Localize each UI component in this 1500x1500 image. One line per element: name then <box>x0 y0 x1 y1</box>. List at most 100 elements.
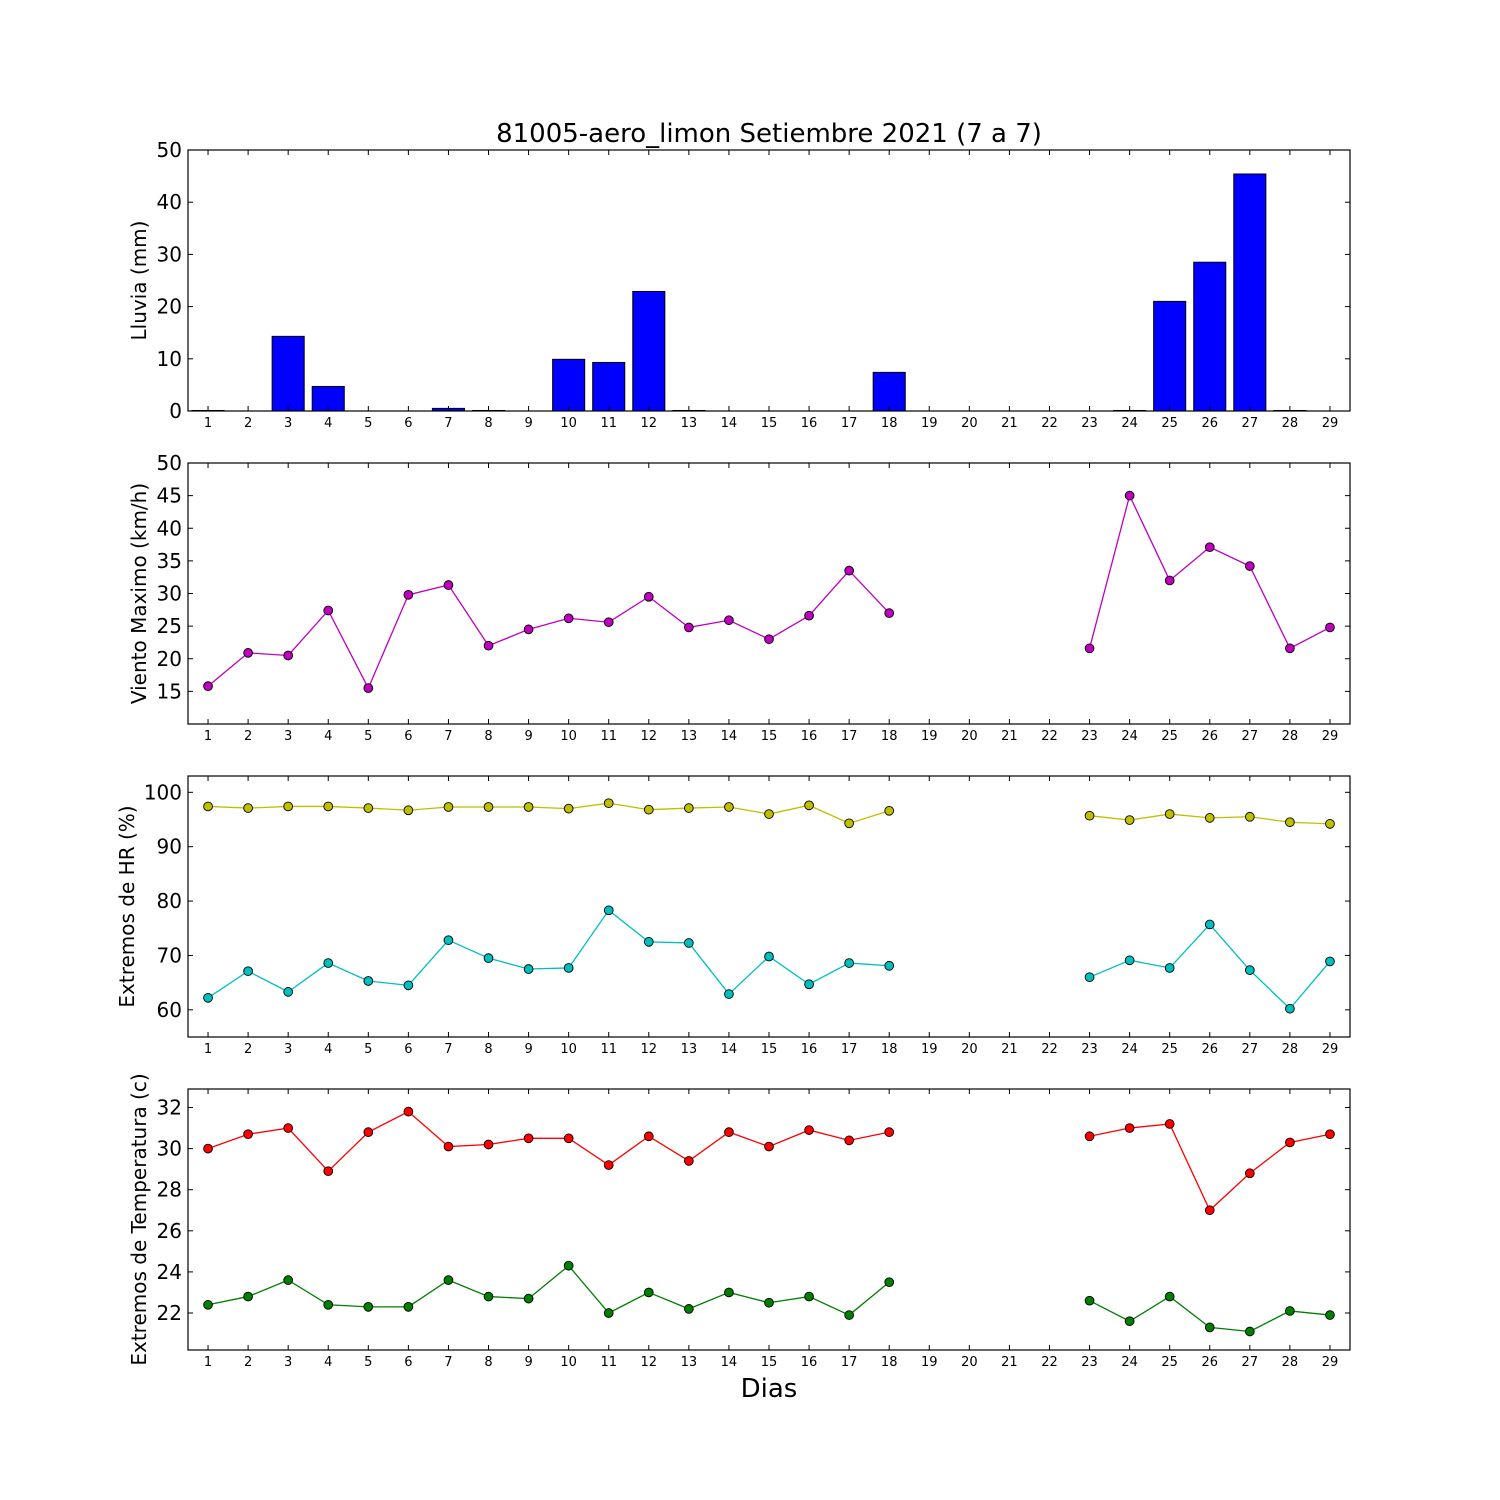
temperature-point-day-24 <box>1124 1316 1135 1327</box>
humidity-point-day-24 <box>1124 955 1135 966</box>
temperature-point-day-4 <box>323 1166 334 1177</box>
rain-x-tick-label: 16 <box>801 416 818 431</box>
temperature-point-day-1 <box>203 1143 213 1154</box>
wind-y-tick-label: 35 <box>157 549 182 573</box>
wind-x-tick-label: 24 <box>1121 729 1138 744</box>
wind-point-day-24 <box>1124 490 1135 501</box>
rain-x-tick-label: 27 <box>1242 416 1259 431</box>
wind-point-day-5 <box>363 683 374 693</box>
humidity-point-day-13 <box>684 938 694 948</box>
humidity-point-day-4 <box>323 801 334 812</box>
wind-point-day-11 <box>603 617 614 628</box>
wind-point-day-12 <box>643 591 654 602</box>
temperature-point-day-16 <box>804 1125 814 1135</box>
temperature-x-tick-label: 29 <box>1322 1355 1339 1370</box>
humidity-panel: 1 2 3 4 5 6 7 8 9 10 11 12 13 14 15 16 17 18 19 20 21 22 23 24 2… <box>115 775 1351 1057</box>
temperature-x-tick-label: 9 <box>524 1355 532 1370</box>
temperature-point-day-7 <box>443 1275 454 1285</box>
rain-y-tick-label: 40 <box>157 190 182 214</box>
temperature-point-day-5 <box>363 1301 374 1312</box>
rain-y-tick-label: 0 <box>169 399 182 423</box>
humidity-point-day-14 <box>724 989 734 999</box>
wind-x-tick-label: 19 <box>921 729 938 744</box>
rain-x-tick-label: 4 <box>324 416 332 431</box>
wind-x-tick-label: 18 <box>881 729 898 744</box>
temperature-point-day-10 <box>563 1133 574 1144</box>
wind-point-day-14 <box>724 615 734 626</box>
temperature-point-day-14 <box>724 1127 734 1138</box>
humidity-x-tick-label: 6 <box>404 1042 412 1057</box>
rain-x-tick-label: 20 <box>961 416 978 431</box>
humidity-x-tick-label: 8 <box>484 1042 492 1057</box>
rain-y-tick-label: 50 <box>157 138 182 162</box>
humidity-point-day-6 <box>403 980 414 991</box>
humidity-x-tick-label: 24 <box>1121 1042 1138 1057</box>
wind-x-tick-label: 9 <box>524 729 532 744</box>
humidity-point-day-27 <box>1244 811 1255 822</box>
rain-x-tick-label: 28 <box>1282 416 1299 431</box>
humidity-y-tick-label: 100 <box>144 780 182 804</box>
humidity-point-day-10 <box>563 803 574 814</box>
wind-x-tick-label: 14 <box>721 729 738 744</box>
humidity-point-day-18 <box>884 805 895 816</box>
humidity-y-tick-label: 60 <box>157 998 182 1022</box>
humidity-y-tick-label: 80 <box>157 889 182 913</box>
rain-bar-day-3 <box>271 335 305 412</box>
humidity-point-day-17 <box>844 958 854 968</box>
wind-x-tick-label: 16 <box>801 729 818 744</box>
temperature-x-tick-label: 1 <box>204 1355 212 1370</box>
humidity-point-day-13 <box>684 803 694 813</box>
temperature-panel: 1 2 3 4 5 6 7 8 9 10 11 12 13 14 15 16 17 18 19 20 21 22 23 24 2… <box>127 1073 1351 1370</box>
temperature-x-tick-label: 21 <box>1001 1355 1018 1370</box>
temperature-y-tick-label: 28 <box>157 1178 182 1202</box>
rain-bar-day-4 <box>311 385 345 412</box>
wind-y-tick-label: 15 <box>157 679 182 703</box>
temperature-point-day-23 <box>1084 1131 1095 1142</box>
temperature-point-day-6 <box>403 1106 414 1117</box>
temperature-x-tick-label: 26 <box>1201 1355 1218 1370</box>
rain-bar-day-25 <box>1153 300 1187 412</box>
wind-x-tick-label: 11 <box>600 729 617 744</box>
rain-x-tick-label: 2 <box>244 416 252 431</box>
wind-point-day-15 <box>764 634 774 645</box>
temperature-point-day-4 <box>323 1299 334 1310</box>
temperature-point-day-15 <box>764 1297 774 1308</box>
humidity-x-tick-label: 3 <box>284 1042 292 1057</box>
humidity-point-day-12 <box>643 804 654 815</box>
humidity-x-tick-label: 28 <box>1282 1042 1299 1057</box>
temperature-point-day-26 <box>1204 1322 1215 1333</box>
wind-x-tick-label: 8 <box>484 729 492 744</box>
humidity-x-tick-label: 10 <box>560 1042 577 1057</box>
wind-point-day-6 <box>403 589 414 600</box>
humidity-point-day-1 <box>203 801 213 812</box>
rain-y-axis-label: Lluvia (mm) <box>127 221 151 341</box>
humidity-point-day-12 <box>643 936 654 947</box>
temperature-point-day-9 <box>523 1293 534 1304</box>
temperature-point-day-8 <box>483 1291 494 1302</box>
rain-x-tick-label: 9 <box>524 416 532 431</box>
rain-x-tick-label: 11 <box>600 416 617 431</box>
rain-x-tick-label: 21 <box>1001 416 1018 431</box>
rain-x-tick-label: 13 <box>681 416 698 431</box>
temperature-x-tick-label: 17 <box>841 1355 858 1370</box>
rain-x-tick-label: 15 <box>761 416 778 431</box>
temperature-x-tick-label: 14 <box>721 1355 738 1370</box>
wind-x-tick-label: 5 <box>364 729 372 744</box>
temperature-point-day-17 <box>844 1135 854 1146</box>
temperature-series-1 <box>203 1106 1335 1216</box>
temperature-point-day-25 <box>1164 1119 1175 1129</box>
humidity-x-tick-label: 7 <box>444 1042 452 1057</box>
wind-point-day-18 <box>884 608 895 618</box>
wind-y-tick-label: 25 <box>157 614 182 638</box>
rain-x-tick-label: 22 <box>1041 416 1058 431</box>
wind-point-day-7 <box>443 580 454 590</box>
temperature-x-tick-label: 3 <box>284 1355 292 1370</box>
wind-point-day-25 <box>1164 575 1175 586</box>
temperature-x-tick-label: 18 <box>881 1355 898 1370</box>
humidity-point-day-3 <box>283 801 294 812</box>
humidity-point-day-10 <box>563 963 574 973</box>
wind-y-tick-label: 30 <box>157 582 182 606</box>
wind-x-tick-label: 22 <box>1041 729 1058 744</box>
humidity-point-day-25 <box>1164 809 1175 819</box>
wind-x-tick-label: 12 <box>641 729 658 744</box>
